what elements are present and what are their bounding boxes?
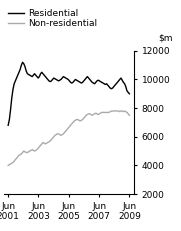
Text: $m: $m (158, 33, 173, 43)
Legend: Residential, Non-residential: Residential, Non-residential (8, 9, 97, 28)
